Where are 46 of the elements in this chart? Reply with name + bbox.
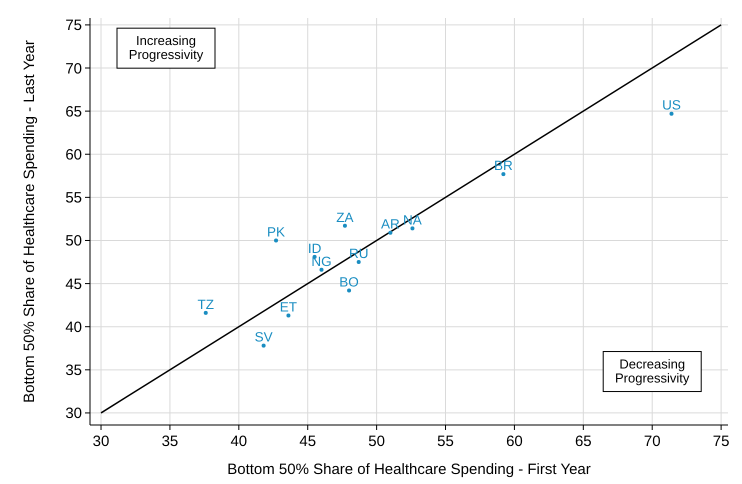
series-label: ID [308,240,322,256]
point [342,224,347,228]
series-label: ZA [336,210,354,225]
x-tick-label: 55 [437,433,454,450]
point [204,310,208,315]
annotation: Increasing Progressivity [128,33,204,62]
x-tick-label: 30 [92,433,110,450]
series-label: NG [311,254,332,269]
y-tick-label: 65 [65,103,82,120]
y-tick-label: 55 [65,190,82,207]
point [262,344,266,348]
x-tick-label: 45 [299,433,316,450]
series-label: BO [339,274,359,290]
series-label: ET [280,299,298,314]
point [320,268,324,272]
y-tick-label: 70 [65,60,82,78]
y-tick-label: 30 [65,405,82,422]
x-tick-label: 65 [574,433,592,450]
point [347,288,352,292]
point [388,230,392,235]
x-tick-label: 50 [368,433,385,450]
x-tick-label: 35 [162,433,178,450]
x-tick-label: 75 [712,433,730,450]
point [501,172,506,176]
x-tick-label: 60 [506,433,523,450]
series-label: PK [267,224,286,240]
x-axis-title: Bottom 50% Share of Healthcare Spending - First Year [227,461,591,478]
y-tick-label: 45 [65,276,82,293]
series-label: AR [381,216,400,232]
y-tick-label: 75 [65,17,82,34]
series-label: TZ [198,296,214,312]
y-tick-label: 40 [65,318,82,336]
point [286,313,290,318]
x-tick-label: 40 [230,433,248,450]
series-label: SV [254,330,273,345]
point [670,112,674,116]
y-tick-label: 35 [65,362,82,380]
series-label: US [662,98,681,113]
y-axis-title: Bottom 50% Share of Healthcare Spending - Last Year [21,40,38,403]
series-label: BR [494,158,514,174]
point [356,260,361,264]
y-tick-label: 60 [65,146,82,164]
annotation: Decreasing Progressivity [615,356,690,386]
point [274,238,278,242]
x-tick-label: 70 [644,433,661,450]
y-tick-label: 50 [65,232,82,250]
